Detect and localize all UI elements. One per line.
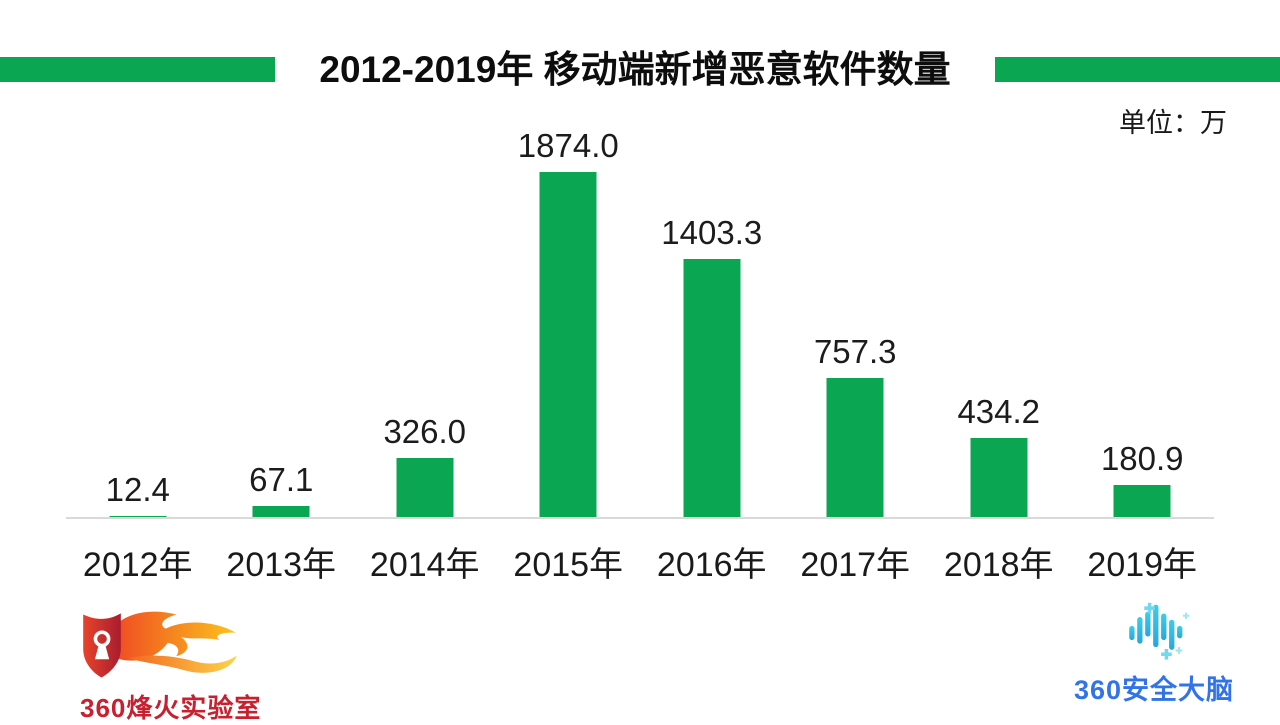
- x-axis-label: 2012年: [82, 546, 193, 584]
- bar-group: 180.9: [1071, 172, 1215, 518]
- x-axis-label: 2014年: [369, 546, 480, 584]
- bar: [826, 378, 884, 518]
- bar-value-label: 1874.0: [517, 127, 619, 164]
- x-axis-label: 2019年: [1087, 546, 1198, 584]
- brain-bars-icon: [1129, 602, 1190, 660]
- unit-label: 单位：万: [1119, 108, 1227, 138]
- fenghuo-lab-logo-text: 360烽火实验室: [80, 693, 262, 723]
- bar: [252, 505, 310, 518]
- bar-value-label: 67.1: [249, 460, 314, 498]
- fenghuo-lab-logo: 360烽火实验室: [72, 606, 260, 723]
- bar: [396, 457, 454, 518]
- x-axis-label: 2013年: [226, 546, 337, 584]
- flame-shield-icon: [83, 611, 237, 678]
- title-accent-bar-left: [0, 56, 275, 82]
- bar-value-label: 326.0: [383, 412, 467, 450]
- x-axis-labels: 2012年 2013年 2014年 2015年 2016年 2017年 2018年 2019年: [66, 546, 1214, 584]
- bar-value-label: 12.4: [105, 470, 170, 508]
- title-band: 2012-2019年 移动端新增恶意软件数量: [0, 51, 1280, 88]
- bar-value-label: 757.3: [813, 333, 897, 371]
- bar-group: 757.3: [784, 172, 928, 518]
- x-axis-label: 2018年: [943, 546, 1054, 584]
- x-axis-label: 2017年: [800, 546, 911, 584]
- bar: [683, 258, 741, 518]
- bar-value-label: 1403.3: [661, 213, 763, 251]
- x-axis-line: [66, 517, 1214, 519]
- bar: [1113, 484, 1171, 518]
- page-title: 2012-2019年 移动端新增恶意软件数量: [319, 48, 951, 90]
- bar: [109, 515, 167, 518]
- bar-group: 326.0: [353, 172, 497, 518]
- bar-group: 1403.3: [640, 172, 784, 518]
- x-axis-label: 2015年: [513, 546, 624, 584]
- bar-value-label: 180.9: [1100, 439, 1184, 477]
- plot-area: 12.4 67.1 326.0 1874.0 1403.3 757.3 434.2 180.9: [66, 129, 1215, 518]
- bar: [539, 172, 597, 518]
- bar-value-label: 434.2: [957, 392, 1041, 430]
- bar: [970, 437, 1028, 518]
- bar-group: 12.4: [66, 172, 210, 518]
- bar-group: 434.2: [927, 172, 1071, 518]
- bar-group: 1874.0: [497, 129, 641, 518]
- security-brain-logo-text: 360安全大脑: [1074, 675, 1235, 705]
- x-axis-label: 2016年: [656, 546, 767, 584]
- bar-group: 67.1: [210, 172, 354, 518]
- title-accent-bar-right: [995, 56, 1280, 82]
- security-brain-logo: 360安全大脑: [1070, 602, 1255, 705]
